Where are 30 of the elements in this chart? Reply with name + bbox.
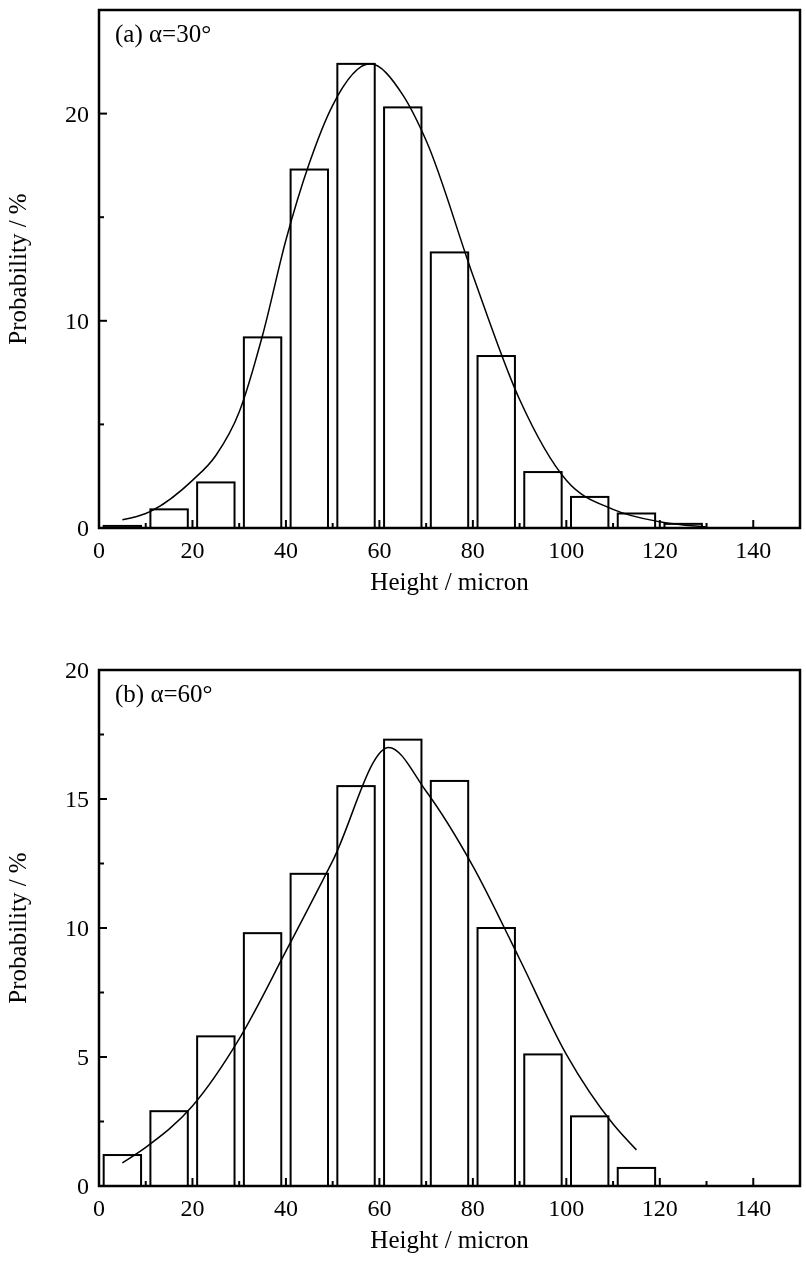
x-axis-title: Height / micron xyxy=(370,1226,530,1253)
x-axis-title: Height / micron xyxy=(370,568,530,595)
x-tick-label: 40 xyxy=(273,537,298,563)
x-tick-label: 0 xyxy=(93,1195,105,1221)
x-tick-label: 120 xyxy=(641,1195,678,1221)
x-tick-label: 80 xyxy=(460,1195,485,1221)
y-tick-label: 20 xyxy=(65,657,89,683)
y-tick-label: 5 xyxy=(77,1044,89,1070)
y-tick-label: 20 xyxy=(65,100,89,127)
x-tick-label: 80 xyxy=(460,537,485,563)
y-tick-label: 10 xyxy=(65,915,89,941)
x-tick-label: 100 xyxy=(548,537,585,563)
y-tick-label: 0 xyxy=(77,1173,89,1199)
y-tick-label: 15 xyxy=(65,786,89,812)
x-tick-label: 60 xyxy=(367,1195,392,1221)
annotation: (a) α=30° xyxy=(115,20,212,48)
x-tick-label: 20 xyxy=(180,537,205,563)
x-tick-label: 140 xyxy=(735,1195,772,1221)
x-tick-label: 100 xyxy=(548,1195,585,1221)
x-tick-label: 140 xyxy=(735,537,772,563)
y-tick-label: 0 xyxy=(77,515,89,541)
x-tick-label: 120 xyxy=(641,537,678,563)
x-tick-label: 40 xyxy=(273,1195,298,1221)
x-tick-label: 60 xyxy=(367,537,392,563)
y-tick-label: 10 xyxy=(65,307,89,334)
x-tick-label: 20 xyxy=(180,1195,205,1221)
y-axis-title: Probability / % xyxy=(4,193,31,345)
x-tick-label: 0 xyxy=(93,537,105,563)
y-axis-title: Probability / % xyxy=(4,852,31,1004)
annotation: (b) α=60° xyxy=(115,680,213,708)
